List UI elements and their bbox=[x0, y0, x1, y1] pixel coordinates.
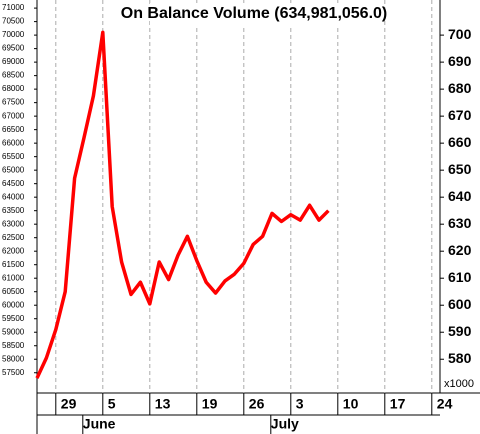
y-tick-label: 65500 bbox=[2, 152, 25, 161]
x-tick-label: 10 bbox=[343, 396, 359, 412]
x-tick-label: 5 bbox=[108, 396, 116, 412]
chart-title: On Balance Volume (634,981,056.0) bbox=[121, 5, 388, 22]
y2-tick-label: 690 bbox=[448, 53, 472, 69]
y-tick-label: 67500 bbox=[2, 98, 25, 107]
y-tick-label: 57500 bbox=[2, 368, 25, 377]
y-tick-label: 59000 bbox=[2, 327, 25, 336]
y-tick-label: 60500 bbox=[2, 287, 25, 296]
y-tick-label: 66000 bbox=[2, 138, 25, 147]
title-bg bbox=[150, 3, 370, 25]
y-tick-label: 65000 bbox=[2, 165, 25, 174]
y-tick-label: 69000 bbox=[2, 57, 25, 66]
y-tick-label: 59500 bbox=[2, 314, 25, 323]
x-tick-label: 17 bbox=[390, 396, 406, 412]
y2-tick-label: 640 bbox=[448, 188, 472, 204]
y-tick-label: 66500 bbox=[2, 125, 25, 134]
y2-unit: x1000 bbox=[444, 378, 474, 390]
y-tick-label: 61000 bbox=[2, 273, 25, 282]
x-tick-label: 3 bbox=[296, 396, 304, 412]
y-tick-label: 58500 bbox=[2, 341, 25, 350]
y2-tick-label: 610 bbox=[448, 269, 472, 285]
y2-tick-label: 670 bbox=[448, 107, 472, 123]
y-tick-label: 70000 bbox=[2, 30, 25, 39]
y-tick-label: 62500 bbox=[2, 233, 25, 242]
line-series bbox=[35, 30, 330, 379]
x-tick-label: 24 bbox=[437, 396, 453, 412]
y2-tick-label: 660 bbox=[448, 134, 472, 150]
y2-tick-label: 600 bbox=[448, 296, 472, 312]
y-tick-label: 58000 bbox=[2, 354, 25, 363]
y-tick-label: 71000 bbox=[2, 3, 25, 12]
y-tick-label: 63500 bbox=[2, 206, 25, 215]
y2-tick-label: 650 bbox=[448, 161, 472, 177]
y-tick-label: 60000 bbox=[2, 300, 25, 309]
x-tick-label: 29 bbox=[61, 396, 77, 412]
y2-tick-label: 700 bbox=[448, 26, 472, 42]
y2-tick-label: 630 bbox=[448, 215, 472, 231]
y2-tick-label: 580 bbox=[448, 350, 472, 366]
y-tick-label: 70500 bbox=[2, 17, 25, 26]
y2-tick-label: 680 bbox=[448, 80, 472, 96]
y-tick-label: 68500 bbox=[2, 71, 25, 80]
y-tick-label: 64000 bbox=[2, 192, 25, 201]
y-tick-label: 64500 bbox=[2, 179, 25, 188]
x-tick-label: 26 bbox=[249, 396, 265, 412]
y-tick-label: 63000 bbox=[2, 219, 25, 228]
y-tick-label: 67000 bbox=[2, 111, 25, 120]
x-tick-label: 19 bbox=[202, 396, 218, 412]
y-tick-label: 61500 bbox=[2, 260, 25, 269]
y2-tick-label: 590 bbox=[448, 323, 472, 339]
y2-tick-label: 620 bbox=[448, 242, 472, 258]
y-tick-label: 68000 bbox=[2, 84, 25, 93]
x-tick-label: 13 bbox=[155, 396, 171, 412]
month-label: June bbox=[83, 416, 116, 432]
y-tick-label: 62000 bbox=[2, 246, 25, 255]
y-tick-label: 69500 bbox=[2, 44, 25, 53]
month-label: July bbox=[271, 416, 299, 432]
